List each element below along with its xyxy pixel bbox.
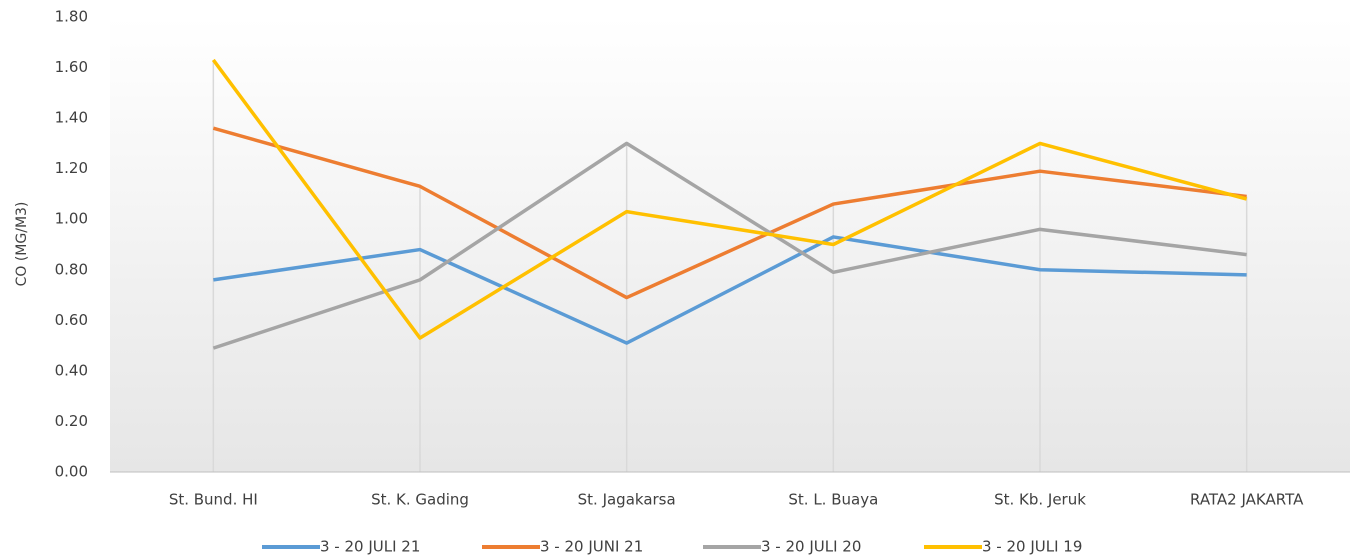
series-line (211, 58, 1248, 340)
y-tick-label: 0.80 (55, 260, 88, 278)
y-tick-label: 1.80 (55, 8, 88, 26)
legend-label: 3 - 20 JULI 21 (320, 538, 420, 556)
legend-label: 3 - 20 JULI 20 (761, 538, 861, 556)
x-tick-label: St. K. Gading (371, 491, 469, 509)
x-tick-label: St. L. Buaya (788, 491, 878, 509)
y-tick-label: 0.00 (55, 463, 88, 481)
legend-label: 3 - 20 JUNI 21 (540, 538, 643, 556)
legend-label: 3 - 20 JULI 19 (982, 538, 1082, 556)
series-line (212, 126, 1247, 300)
x-tick-label: St. Jagakarsa (578, 491, 676, 509)
y-tick-label: 1.00 (55, 210, 88, 228)
x-tick-label: St. Kb. Jeruk (994, 491, 1086, 509)
y-tick-label: 1.20 (55, 159, 88, 177)
y-tick-label: 0.60 (55, 311, 88, 329)
y-axis-label: CO (MG/M3) (14, 202, 30, 287)
x-tick-label: St. Bund. HI (169, 491, 258, 509)
y-tick-label: 0.40 (55, 361, 88, 379)
y-tick-label: 0.20 (55, 412, 88, 430)
x-tick-label: RATA2 JAKARTA (1190, 491, 1304, 509)
series-line (213, 235, 1247, 345)
y-tick-label: 1.60 (55, 58, 88, 76)
plot-background (110, 17, 1350, 472)
y-tick-label: 1.40 (55, 109, 88, 127)
